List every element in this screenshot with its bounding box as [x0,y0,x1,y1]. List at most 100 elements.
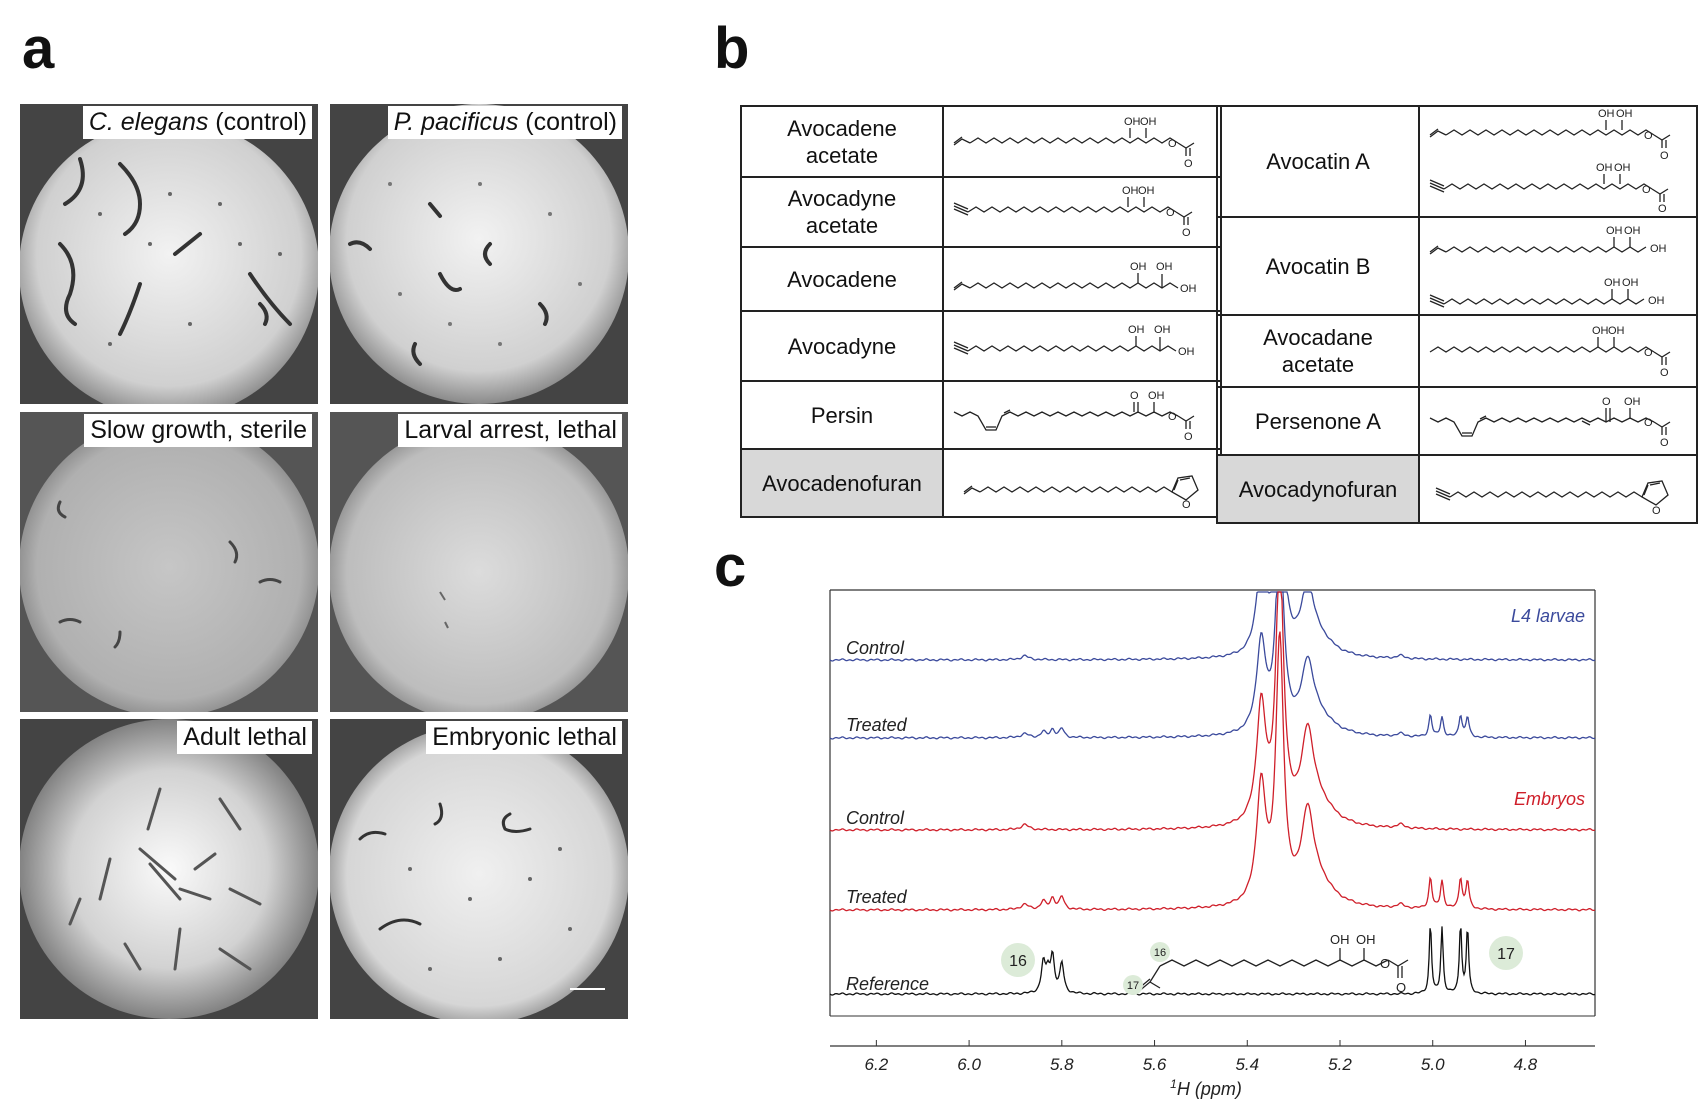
o-label: O [1168,411,1177,423]
structure-avocadene: OH OH OH [942,246,1222,312]
oh-label: OH [1156,261,1173,273]
o-label: O [1182,227,1191,239]
chemical-structure: O [1435,480,1669,517]
o-label: O [1660,367,1669,379]
well-photo [20,104,318,404]
o-label: O [1652,505,1661,517]
panel-b-letter: b [714,16,750,81]
well-label: Adult lethal [177,721,312,754]
compound-table-left: Avocadene acetate OH OH O O Avocadyne acetate [740,105,1222,518]
oh-label: OH [1356,932,1376,947]
trace-reference [829,926,1596,996]
o-label: O [1660,150,1669,162]
oh-label: OH [1606,225,1623,237]
o-label: O [1130,390,1139,402]
well-adult-lethal: Adult lethal [20,719,318,1019]
nmr-spectra-chart: 6.2 6.0 5.8 5.6 5.4 5.2 5.0 4.8 1H (ppm) Contro… [829,589,1596,1099]
trace-label: Treated [846,715,908,735]
peak-marker-17 [1489,936,1523,970]
peak-label-17: 17 [1497,946,1515,963]
compound-name: Avocadene [740,246,944,312]
chemical-structure: OH OH OH [953,261,1197,295]
oh-label: OH [1592,325,1609,337]
compound-name: Avocadenofuran [740,448,944,518]
compound-name: Avocadene acetate [740,105,944,178]
oh-label: OH [1614,162,1631,174]
x-tick-label: 4.8 [1514,1055,1538,1074]
compound-name: Avocadyne [740,310,944,382]
compound-name: Avocatin B [1216,216,1420,316]
o-label: O [1166,207,1175,219]
oh-label: OH [1148,390,1165,402]
x-tick-label: 5.2 [1328,1055,1352,1074]
o-label: O [1644,417,1653,429]
o-label: O [1642,184,1651,196]
peak-marker-16 [1001,943,1035,977]
structure-persin: O OH O O [942,380,1222,450]
well-photo [330,719,628,1019]
structure-avocadynofuran: O [1418,454,1698,524]
x-tick-label: 6.0 [957,1055,981,1074]
oh-label: OH [1624,225,1641,237]
o-label: O [1660,437,1669,449]
compound-table-right: Avocatin A OH OH O O OH OH O O Avocatin B [1216,105,1698,524]
o-label: O [1644,347,1653,359]
x-axis-label: 1H (ppm) [1170,1077,1242,1099]
oh-label: OH [1650,243,1667,255]
well-photo [330,412,628,712]
o-label: O [1184,431,1193,443]
chemical-structure: O [963,475,1199,511]
x-tick-label: 5.4 [1235,1055,1259,1074]
reference-structure: 16 17 OH OH O O [1123,932,1409,995]
panel-c-letter: c [714,534,747,599]
chemical-structure: OH OH OO [953,116,1195,170]
oh-label: OH [1138,185,1155,197]
oh-label: OH [1130,261,1147,273]
peak-label-16: 16 [1009,953,1027,970]
well-label: Embryonic lethal [426,721,622,754]
well-p-pacificus-control: P. pacificus (control) [330,104,628,404]
carbon-label-17: 17 [1127,980,1139,992]
well-photo [330,104,628,404]
well-label: P. pacificus (control) [387,106,622,139]
chemical-structure: OH OH OO [1429,325,1671,379]
well-photo [20,412,318,712]
trace-l4-treated [829,591,1596,740]
oh-label: OH [1122,185,1139,197]
compound-name: Avocadynofuran [1216,454,1420,524]
oh-label: OH [1598,108,1615,120]
structure-avocatin-a: OH OH O O OH OH O O [1418,105,1698,218]
oh-label: OH [1178,346,1195,358]
x-tick-label: 6.2 [865,1055,889,1074]
well-photo [20,719,318,1019]
oh-label: OH [1180,283,1197,295]
group-label-l4-larvae: L4 larvae [1511,606,1585,626]
o-label: O [1658,203,1667,215]
compound-name: Avocadane acetate [1216,314,1420,388]
x-tick-label: 5.8 [1050,1055,1074,1074]
carbon-label-16: 16 [1154,947,1166,959]
compound-name: Avocadyne acetate [740,176,944,248]
well-label: C. elegans (control) [82,106,312,139]
trace-label: Reference [846,974,929,994]
structure-avocadenofuran: O [942,448,1222,518]
trace-embryo-control [829,591,1596,832]
o-label: O [1168,138,1177,150]
oh-label: OH [1608,325,1625,337]
o-label: O [1184,158,1193,170]
o-label: O [1396,980,1406,995]
panel-a-letter: a [22,16,55,81]
oh-label: OH [1648,295,1665,307]
structure-persenone-a: O OH O O [1418,386,1698,456]
structure-avocadane-acetate: OH OH O O [1418,314,1698,388]
o-label: O [1644,130,1653,142]
well-slow-growth-sterile: Slow growth, sterile [20,412,318,712]
structure-avocatin-b: OH OH OH OH OH OH [1418,216,1698,316]
o-label: O [1602,396,1611,408]
compound-name: Avocatin A [1216,105,1420,218]
oh-label: OH [1330,932,1350,947]
well-c-elegans-control: C. elegans (control) [20,104,318,404]
